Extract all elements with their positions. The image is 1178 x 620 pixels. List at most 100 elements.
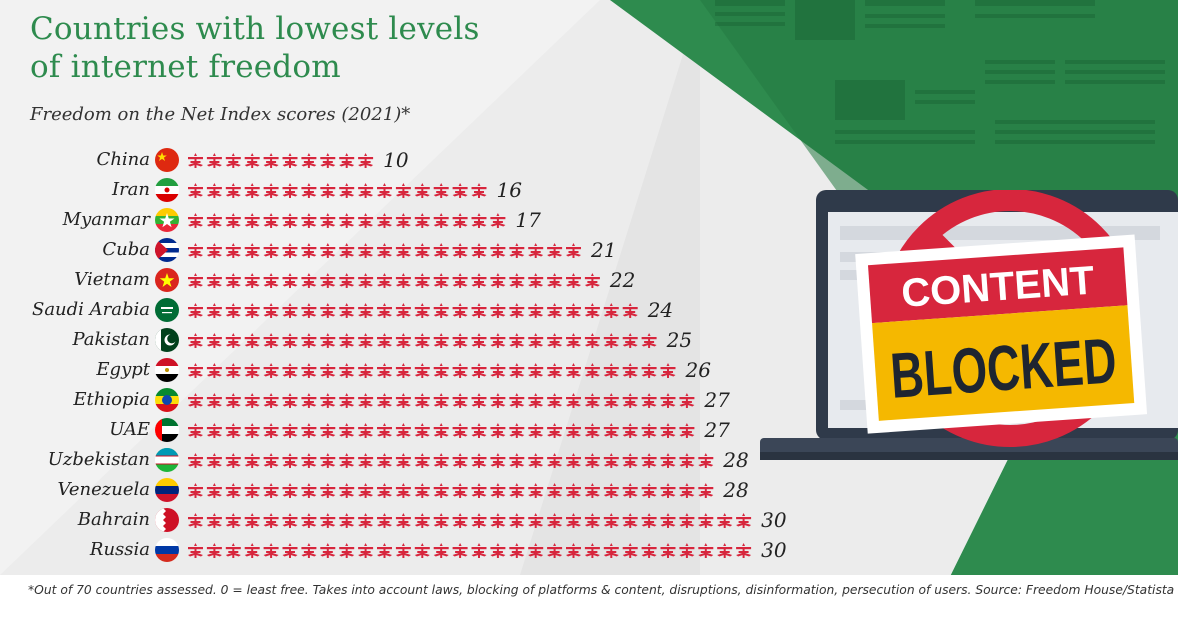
broken-network-icon — [584, 273, 600, 288]
broken-network-icon — [339, 273, 355, 288]
broken-network-icon — [301, 423, 317, 438]
broken-network-icon — [263, 183, 279, 198]
broken-network-icon — [263, 513, 279, 528]
broken-network-icon — [339, 513, 355, 528]
broken-network-icon — [471, 393, 487, 408]
broken-network-icon — [528, 453, 544, 468]
broken-network-icon — [244, 483, 260, 498]
data-label: 10 — [383, 148, 409, 172]
bar — [188, 453, 714, 468]
broken-network-icon — [414, 273, 430, 288]
broken-network-icon — [358, 363, 374, 378]
broken-network-icon — [433, 243, 449, 258]
broken-network-icon — [187, 213, 203, 228]
broken-network-icon — [282, 243, 298, 258]
broken-network-icon — [547, 513, 563, 528]
broken-network-icon — [547, 483, 563, 498]
chart-row: Cuba 21 — [0, 237, 820, 265]
broken-network-icon — [244, 513, 260, 528]
broken-network-icon — [339, 423, 355, 438]
broken-network-icon — [547, 303, 563, 318]
broken-network-icon — [452, 423, 468, 438]
category-label: Vietnam — [74, 269, 150, 290]
broken-network-icon — [452, 213, 468, 228]
broken-network-icon — [376, 513, 392, 528]
category-label: Egypt — [96, 359, 150, 380]
broken-network-icon — [414, 543, 430, 558]
broken-network-icon — [301, 183, 317, 198]
chart-row: Bahrain 30 — [0, 507, 820, 535]
broken-network-icon — [244, 363, 260, 378]
broken-network-icon — [547, 363, 563, 378]
broken-network-icon — [660, 423, 676, 438]
broken-network-icon — [206, 243, 222, 258]
broken-network-icon — [679, 513, 695, 528]
category-label: Ethiopia — [73, 389, 150, 410]
footnote: *Out of 70 countries assessed. 0 = least… — [28, 583, 1175, 597]
broken-network-icon — [376, 483, 392, 498]
broken-network-icon — [320, 153, 336, 168]
broken-network-icon — [225, 423, 241, 438]
broken-network-icon — [509, 393, 525, 408]
bar — [187, 153, 374, 168]
broken-network-icon — [433, 273, 449, 288]
broken-network-icon — [584, 513, 600, 528]
broken-network-icon — [641, 513, 657, 528]
chart-title-line-2: of internet freedom — [30, 49, 341, 85]
broken-network-icon — [376, 273, 392, 288]
broken-network-icon — [547, 393, 563, 408]
broken-network-icon — [225, 183, 241, 198]
broken-network-icon — [377, 363, 392, 378]
broken-network-icon — [584, 423, 600, 438]
flag-venezuela-icon — [155, 478, 179, 502]
broken-network-icon — [339, 303, 355, 318]
broken-network-icon — [263, 333, 279, 348]
broken-network-icon — [471, 513, 487, 528]
broken-network-icon — [301, 213, 317, 228]
flag-bahrain-icon — [155, 508, 179, 532]
flag-russia-icon — [155, 538, 179, 562]
bar — [188, 183, 487, 198]
broken-network-icon — [206, 483, 222, 498]
data-label: 28 — [723, 448, 749, 472]
broken-network-icon — [376, 303, 392, 318]
broken-network-icon — [433, 543, 449, 558]
chart-row: Uzbekistan 28 — [0, 447, 820, 475]
broken-network-icon — [358, 183, 374, 198]
broken-network-icon — [509, 513, 525, 528]
broken-network-icon — [358, 333, 374, 348]
broken-network-icon — [188, 243, 203, 258]
broken-network-icon — [301, 333, 317, 348]
broken-network-icon — [660, 513, 676, 528]
bar — [187, 303, 638, 318]
bar — [187, 273, 600, 288]
broken-network-icon — [188, 483, 203, 498]
broken-network-icon — [528, 363, 544, 378]
broken-network-icon — [452, 333, 468, 348]
broken-network-icon — [471, 303, 487, 318]
broken-network-icon — [414, 483, 430, 498]
broken-network-icon — [187, 513, 203, 528]
bar — [187, 513, 752, 528]
broken-network-icon — [622, 393, 638, 408]
broken-network-icon — [433, 513, 449, 528]
broken-network-icon — [282, 423, 298, 438]
broken-network-icon — [490, 543, 506, 558]
broken-network-icon — [584, 453, 600, 468]
bar — [187, 543, 752, 558]
data-label: 30 — [761, 538, 787, 562]
broken-network-icon — [301, 483, 317, 498]
broken-network-icon — [320, 333, 336, 348]
broken-network-icon — [603, 303, 619, 318]
category-label: Venezuela — [57, 479, 150, 500]
broken-network-icon — [395, 423, 411, 438]
broken-network-icon — [584, 543, 600, 558]
broken-network-icon — [376, 543, 392, 558]
broken-network-icon — [282, 273, 298, 288]
broken-network-icon — [376, 423, 392, 438]
broken-network-icon — [244, 273, 260, 288]
broken-network-icon — [584, 303, 600, 318]
flag-pakistan-icon — [155, 328, 179, 352]
broken-network-icon — [414, 423, 430, 438]
broken-network-icon — [679, 453, 695, 468]
